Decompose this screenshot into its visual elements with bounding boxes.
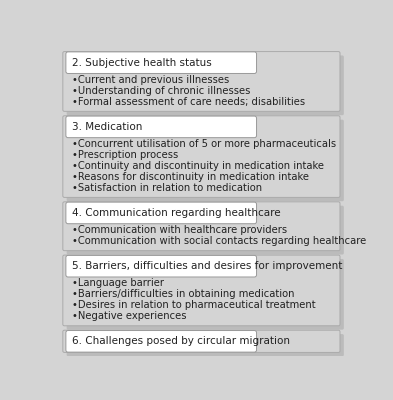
FancyBboxPatch shape <box>63 116 340 197</box>
Text: •Current and previous illnesses: •Current and previous illnesses <box>72 75 229 85</box>
Text: 2. Subjective health status: 2. Subjective health status <box>72 58 211 68</box>
Text: •Prescription process: •Prescription process <box>72 150 178 160</box>
FancyBboxPatch shape <box>67 259 344 330</box>
FancyBboxPatch shape <box>63 52 340 111</box>
Text: •Satisfaction in relation to medication: •Satisfaction in relation to medication <box>72 183 262 193</box>
FancyBboxPatch shape <box>63 255 340 326</box>
Text: •Language barrier: •Language barrier <box>72 278 164 288</box>
FancyBboxPatch shape <box>63 202 340 251</box>
Text: •Barriers/difficulties in obtaining medication: •Barriers/difficulties in obtaining medi… <box>72 289 294 299</box>
FancyBboxPatch shape <box>63 330 340 352</box>
Text: 6. Challenges posed by circular migration: 6. Challenges posed by circular migratio… <box>72 336 290 346</box>
Text: •Concurrent utilisation of 5 or more pharmaceuticals: •Concurrent utilisation of 5 or more pha… <box>72 139 336 149</box>
FancyBboxPatch shape <box>66 330 257 352</box>
Text: •Communication with healthcare providers: •Communication with healthcare providers <box>72 225 287 235</box>
FancyBboxPatch shape <box>67 334 344 356</box>
Text: •Formal assessment of care needs; disabilities: •Formal assessment of care needs; disabi… <box>72 97 305 107</box>
Text: •Understanding of chronic illnesses: •Understanding of chronic illnesses <box>72 86 250 96</box>
FancyBboxPatch shape <box>67 206 344 254</box>
Text: •Negative experiences: •Negative experiences <box>72 311 186 321</box>
Text: •Reasons for discontinuity in medication intake: •Reasons for discontinuity in medication… <box>72 172 309 182</box>
FancyBboxPatch shape <box>66 52 257 74</box>
FancyBboxPatch shape <box>66 256 257 277</box>
Text: 5. Barriers, difficulties and desires for improvement: 5. Barriers, difficulties and desires fo… <box>72 261 342 271</box>
FancyBboxPatch shape <box>66 116 257 138</box>
FancyBboxPatch shape <box>67 120 344 201</box>
FancyBboxPatch shape <box>66 202 257 224</box>
Text: •Desires in relation to pharmaceutical treatment: •Desires in relation to pharmaceutical t… <box>72 300 316 310</box>
FancyBboxPatch shape <box>67 56 344 115</box>
Text: 4. Communication regarding healthcare: 4. Communication regarding healthcare <box>72 208 280 218</box>
Text: •Continuity and discontinuity in medication intake: •Continuity and discontinuity in medicat… <box>72 161 324 171</box>
Text: 3. Medication: 3. Medication <box>72 122 142 132</box>
Text: •Communication with social contacts regarding healthcare: •Communication with social contacts rega… <box>72 236 366 246</box>
